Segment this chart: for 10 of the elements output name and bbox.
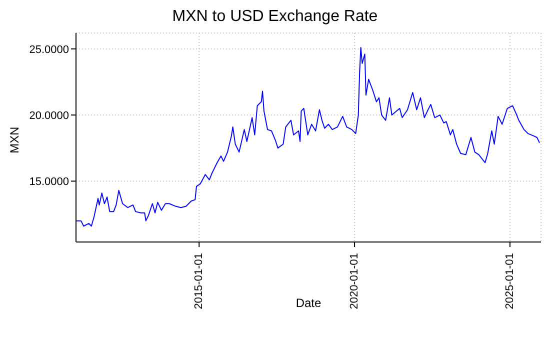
x-axis-title: Date bbox=[296, 296, 322, 310]
x-tick-label: 2015-01-01 bbox=[193, 253, 206, 310]
x-tick-label: 2025-01-01 bbox=[504, 253, 516, 310]
line-series bbox=[76, 47, 540, 227]
x-tick-label: 2020-01-01 bbox=[348, 253, 360, 310]
y-tick-label: 20.0000 bbox=[29, 110, 69, 122]
y-axis-title: MXN bbox=[7, 126, 22, 154]
y-tick-label: 15.0000 bbox=[29, 176, 69, 188]
chart-title: MXN to USD Exchange Rate bbox=[171, 8, 379, 26]
y-tick-label: 25.0000 bbox=[29, 44, 69, 56]
